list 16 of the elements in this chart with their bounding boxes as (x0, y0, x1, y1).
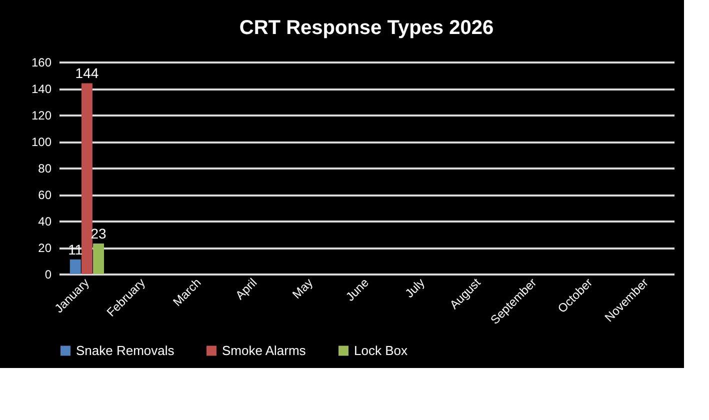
y-tick-label: 20 (38, 241, 52, 255)
y-tick-label: 160 (31, 56, 52, 70)
y-tick-label: 140 (31, 82, 52, 96)
y-tick-label: 0 (44, 268, 52, 282)
y-tick-label: 80 (38, 162, 52, 176)
data-label: 144 (75, 65, 99, 82)
legend-label: Lock Box (354, 342, 408, 358)
y-tick-label: 120 (31, 108, 52, 122)
y-tick-label: 100 (31, 135, 52, 149)
chart-title: CRT Response Types 2026 (239, 17, 494, 39)
x-tick-label: July (402, 276, 428, 301)
y-tick-label: 40 (38, 214, 52, 228)
x-tick-label: May (290, 276, 316, 302)
legend-label: Snake Removals (76, 342, 175, 358)
legend-label: Smoke Alarms (222, 342, 306, 358)
y-tick-label: 60 (38, 188, 52, 202)
